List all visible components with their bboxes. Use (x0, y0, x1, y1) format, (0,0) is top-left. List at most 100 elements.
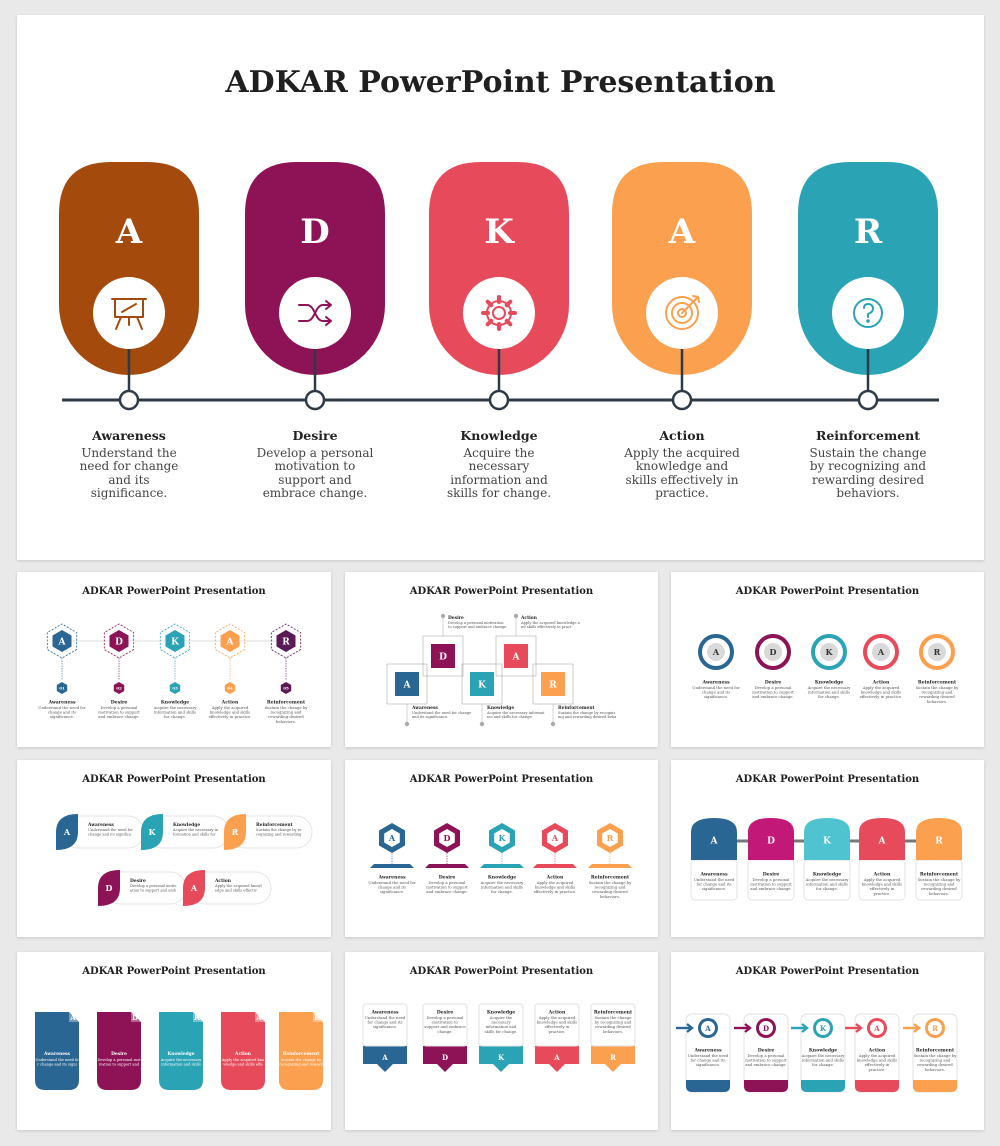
hex-fill (220, 630, 240, 652)
thumb-stage-desc: change and its (378, 885, 406, 890)
ring (919, 634, 955, 670)
thumb-stage-name: Desire (130, 879, 146, 884)
tab (479, 1046, 523, 1072)
thumb-letter: A (553, 1053, 560, 1062)
thumb-title: ADKAR PowerPoint Presentation (735, 966, 920, 977)
thumb-title: ADKAR PowerPoint Presentation (735, 774, 920, 785)
banner-fold (69, 1012, 79, 1022)
thumb-stage-name: Reinforcement (594, 1010, 633, 1016)
thumb-stage-name: Knowledge (487, 1010, 515, 1016)
stage-shape-desire (245, 162, 385, 375)
thumb-stage-name: Awareness (370, 1010, 399, 1016)
thumb-stage-desc: change and its (702, 690, 730, 695)
thumb-stage-desc: for change. (491, 889, 513, 894)
thumb-stage-desc: Understand the need (365, 1015, 406, 1020)
drop-shape (748, 818, 794, 860)
thumb-title: ADKAR PowerPoint Presentation (409, 586, 594, 597)
thumb-slide-4[interactable]: ADKAR PowerPoint Presentation A Awareness… (17, 760, 331, 937)
thumb-slide-6[interactable]: ADKAR PowerPoint Presentation A Awareness… (671, 760, 984, 937)
thumb-number: 05 (283, 686, 289, 691)
thumb-stage-desc: information and skills (154, 710, 196, 715)
banner-fold (313, 1012, 323, 1022)
thumb-letter: K (478, 681, 487, 691)
thumb-slide-9[interactable]: ADKAR PowerPoint Presentation A Awareness… (671, 952, 984, 1130)
thumb-stage-name: Action (520, 616, 538, 621)
timeline-node (304, 389, 326, 411)
letter-circle-inner (701, 1021, 715, 1035)
thumb-slide-2[interactable]: ADKAR PowerPoint Presentation A Awareness… (345, 572, 658, 747)
icon-circle (93, 277, 165, 349)
letter-circle-inner (816, 1021, 830, 1035)
card (534, 1003, 580, 1047)
thumb-letter: D (770, 647, 777, 657)
thumb-stage-desc: practice. (869, 1067, 886, 1072)
thumb-stage-desc: for change and its (368, 1020, 403, 1025)
thumb-stage-desc: Develop a personal (427, 1015, 465, 1020)
thumb-stage-desc: rewarding desired (268, 714, 304, 719)
arrow-head (913, 1023, 921, 1033)
thumb-slide-7[interactable]: ADKAR PowerPoint Presentation A Awareness… (17, 952, 331, 1130)
thumb-stage-desc: Develop a personal motivation (448, 621, 504, 625)
thumb-stage-desc: rewarding desired (592, 889, 628, 894)
thumb-stage-desc: Acquire the necessary (160, 1058, 203, 1062)
thumb-stage-desc: Sustain the change by (281, 1058, 322, 1062)
banner-fold (255, 1012, 265, 1022)
thumb-stage-name: Desire (439, 875, 456, 881)
thumb-stage-desc: rewarding desired (595, 1024, 631, 1029)
thumb-slide-8[interactable]: ADKAR PowerPoint Presentation A Awareness… (345, 952, 658, 1130)
thumb-stage-desc: behaviors. (600, 894, 620, 899)
thumb-slide-1[interactable]: ADKAR PowerPoint Presentation A 01 Awarene… (17, 572, 331, 747)
thumb-slide-5[interactable]: ADKAR PowerPoint Presentation A Awareness… (345, 760, 658, 937)
thumb-stage-desc: Acquire the necessary (801, 1053, 846, 1058)
thumb-letter: A (190, 883, 198, 893)
timeline-node (488, 389, 510, 411)
hex-outline (159, 623, 191, 659)
stage-letter: A (115, 212, 143, 252)
arrow-head (855, 1023, 863, 1033)
inner-disc (764, 643, 782, 661)
thumb-slide-3[interactable]: ADKAR PowerPoint Presentation A Awareness… (671, 572, 984, 747)
thumb-stage-desc: behaviors. (603, 1029, 623, 1034)
thumb-letter: A (381, 1053, 388, 1062)
timeline-node (857, 389, 879, 411)
drop-shape (859, 818, 905, 860)
thumb-stage-desc: change and its significa (88, 833, 132, 837)
thumb-letter: K (820, 1024, 827, 1033)
thumb-letter: K (826, 647, 834, 657)
thumb-letter: D (115, 638, 123, 648)
drop-shape (916, 818, 962, 860)
thumb-stage-desc: recognizing and reward (279, 1063, 323, 1067)
leaf (183, 870, 205, 906)
thumb-letter: R (282, 638, 290, 648)
thumb-stage-desc: motivation to support (98, 710, 140, 715)
thumb-letter: A (388, 833, 396, 843)
thumb-letter: K (149, 827, 157, 837)
thumb-stage-desc: Apply the acquired kno (221, 1058, 264, 1062)
thumb-stage-name: Awareness (701, 680, 730, 686)
thumb-stage-desc: effectively in practice. (534, 889, 577, 894)
thumb-stage-desc: Understand the need for (692, 685, 740, 690)
hex-fill (165, 630, 185, 652)
thumb-stage-name: Awareness (377, 875, 406, 881)
hex-inner (602, 829, 618, 847)
thumb-stage-name: Desire (437, 1010, 454, 1016)
thumb-stage-desc: knowledge and skills (537, 1020, 577, 1025)
thumb-stage-desc: Understand the need fo (35, 1058, 78, 1062)
main-slide: ADKAR PowerPoint Presentation A D K A R Awar… (17, 15, 984, 560)
hex-fill (52, 630, 72, 652)
thumb-stage-name: Action (872, 680, 890, 686)
thumb-stage-desc: recognizing and (919, 1058, 951, 1063)
num-hex (56, 682, 68, 694)
thumb-stage-name: Reinforcement (920, 872, 959, 878)
thumb-stage-name: Awareness (47, 700, 76, 706)
num-hex (169, 682, 181, 694)
target-icon (665, 295, 700, 330)
thumb-stage-desc: knowledge and skills (535, 885, 575, 890)
banner (221, 1012, 265, 1090)
thumb-stage-name: Reinforcement (918, 680, 957, 686)
inner-disc (707, 643, 725, 661)
num-hex (113, 682, 125, 694)
thumb-stage-desc: Develop a personal (753, 877, 791, 882)
